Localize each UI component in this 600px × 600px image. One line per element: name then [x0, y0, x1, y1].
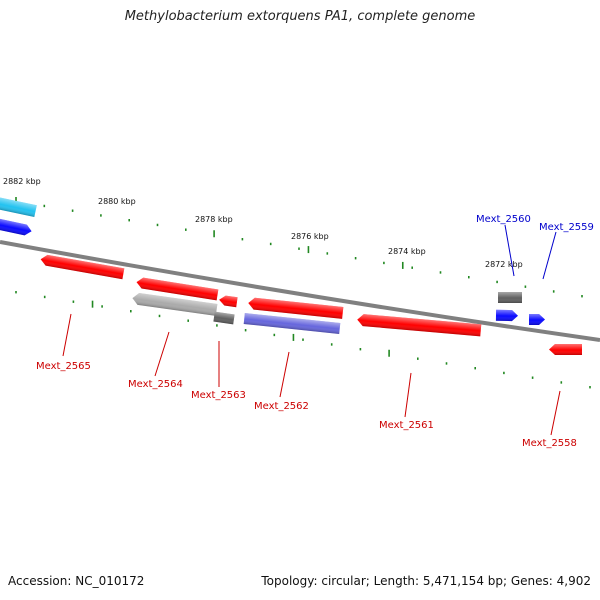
feature-group — [0, 196, 582, 355]
gene-label-group: Mext_2560 Mext_2559 Mext_2565 Mext_2564 … — [36, 214, 594, 449]
inner-minor-tick — [15, 291, 17, 294]
scale-label-2880: 2880 kbp — [98, 197, 136, 206]
inner-minor-tick — [474, 367, 476, 370]
genome-backbone — [0, 240, 600, 342]
gene-label-mext-2559[interactable]: Mext_2559 — [539, 222, 594, 233]
feature-blue-left[interactable] — [0, 218, 33, 236]
feature-cyan-left[interactable] — [0, 196, 37, 218]
outer-minor-tick — [524, 285, 527, 288]
map-title: Methylobacterium extorquens PA1, complet… — [124, 9, 476, 24]
outer-minor-tick — [71, 209, 74, 212]
scale-label-2872: 2872 kbp — [485, 260, 523, 269]
scale-label-group: 2882 kbp 2880 kbp 2878 kbp 2876 kbp 2874… — [3, 177, 523, 269]
outer-minor-tick — [156, 223, 159, 227]
inner-minor-tick — [589, 386, 591, 389]
label-leader-line — [62, 313, 72, 357]
gene-label-mext-2560[interactable]: Mext_2560 — [476, 214, 531, 225]
outer-minor-tick — [581, 295, 583, 298]
inner-tick-row — [15, 291, 591, 389]
inner-minor-tick — [445, 362, 448, 365]
gene-label-mext-2565[interactable]: Mext_2565 — [36, 361, 91, 372]
outer-minor-tick — [354, 257, 357, 260]
outer-minor-tick — [496, 280, 498, 284]
outer-minor-tick — [269, 242, 272, 246]
inner-minor-tick — [302, 338, 304, 341]
accession-text: Accession: NC_010172 — [8, 574, 145, 588]
inner-minor-tick — [531, 376, 534, 379]
outer-tick-row — [15, 197, 583, 298]
inner-minor-tick — [359, 348, 362, 351]
feature-mext-2559[interactable] — [529, 314, 545, 325]
gene-label-mext-2564[interactable]: Mext_2564 — [128, 379, 183, 390]
outer-minor-tick — [43, 204, 46, 208]
feature-rna-dark[interactable] — [213, 311, 235, 325]
feature-mext-2558[interactable] — [549, 344, 582, 355]
gene-label-mext-2558[interactable]: Mext_2558 — [522, 438, 577, 449]
scale-label-2878: 2878 kbp — [195, 215, 233, 224]
inner-minor-tick — [503, 371, 505, 375]
outer-minor-tick — [128, 219, 130, 222]
inner-minor-tick — [330, 343, 333, 346]
outer-minor-tick — [298, 247, 300, 250]
feature-mext-2564-red[interactable] — [136, 277, 219, 301]
inner-minor-tick — [130, 310, 132, 313]
feature-mext-2561[interactable] — [357, 314, 482, 337]
gene-label-mext-2563[interactable]: Mext_2563 — [191, 390, 246, 401]
feature-mext-2563[interactable] — [218, 295, 238, 308]
outer-minor-tick — [100, 214, 102, 217]
outer-minor-tick — [383, 261, 385, 265]
outer-minor-tick — [468, 276, 470, 279]
label-leader-line — [504, 224, 515, 277]
feature-mext-2562-red[interactable] — [248, 297, 344, 319]
feature-mext-2562[interactable] — [243, 313, 341, 334]
label-leader-line — [279, 351, 290, 398]
inner-minor-tick — [72, 300, 75, 303]
label-leader-line — [542, 231, 557, 280]
inner-minor-tick — [158, 314, 161, 318]
outer-minor-tick — [439, 271, 442, 274]
outer-minor-tick — [241, 238, 244, 241]
label-leader-line — [154, 331, 170, 377]
scale-label-2882: 2882 kbp — [3, 177, 41, 186]
outer-minor-tick — [185, 228, 187, 231]
inner-minor-tick — [101, 305, 103, 308]
outer-minor-tick — [326, 252, 329, 255]
gene-label-mext-2561[interactable]: Mext_2561 — [379, 420, 434, 431]
inner-minor-tick — [43, 295, 46, 299]
genome-summary-text: Topology: circular; Length: 5,471,154 bp… — [261, 574, 591, 588]
inner-minor-tick — [244, 329, 247, 332]
scale-label-2876: 2876 kbp — [291, 232, 329, 241]
label-leader-group — [62, 224, 561, 436]
feature-mext-2560[interactable] — [498, 292, 522, 303]
feature-mext-2565[interactable] — [40, 254, 125, 280]
inner-minor-tick — [417, 357, 419, 360]
scale-label-2874: 2874 kbp — [388, 247, 426, 256]
outer-minor-tick — [552, 290, 555, 293]
inner-minor-tick — [216, 324, 218, 327]
gene-label-mext-2562[interactable]: Mext_2562 — [254, 401, 309, 412]
feature-mext-2564[interactable] — [132, 292, 218, 316]
label-leader-line — [550, 390, 561, 436]
label-leader-line — [404, 372, 412, 418]
inner-minor-tick — [273, 333, 276, 337]
inner-minor-tick — [560, 381, 563, 384]
inner-minor-tick — [187, 319, 189, 322]
outer-minor-tick — [411, 266, 413, 269]
feature-blue-2560[interactable] — [495, 309, 518, 322]
